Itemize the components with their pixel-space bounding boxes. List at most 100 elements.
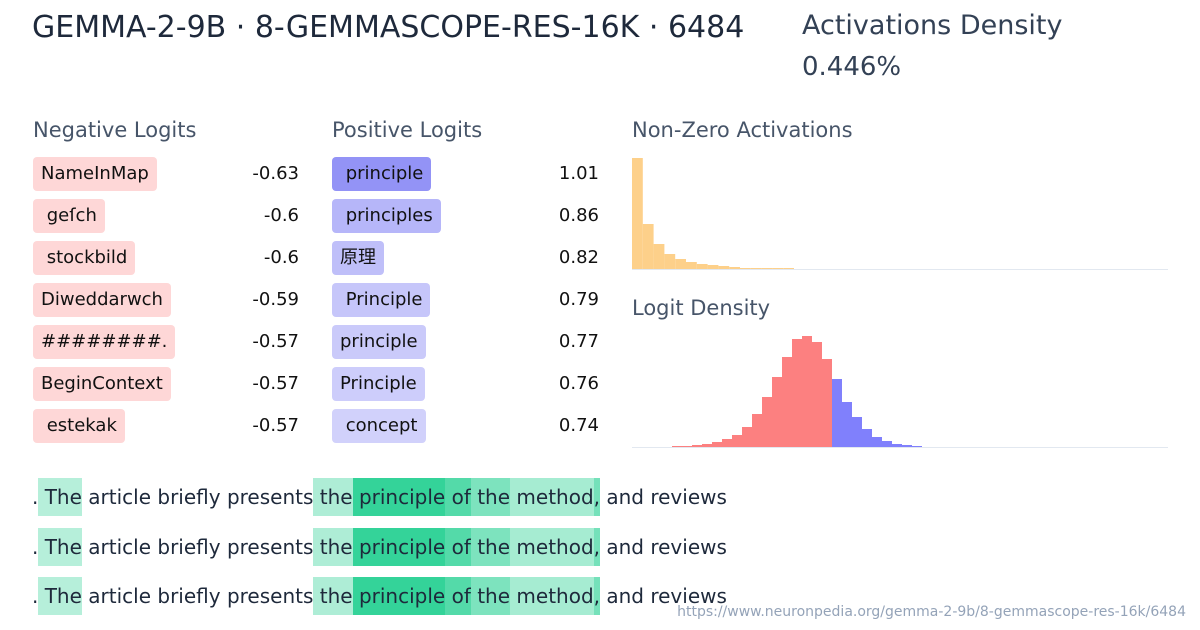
histogram-bar (792, 339, 802, 447)
histogram-bar (653, 244, 665, 269)
logit-value: 0.77 (558, 331, 599, 352)
example-token: method (510, 577, 594, 615)
example-token: principle (352, 478, 446, 516)
example-token: and (600, 584, 644, 608)
histogram-bar (761, 268, 773, 269)
logit-value: -0.63 (252, 163, 299, 184)
example-token: method (510, 527, 594, 566)
section-title: Negative Logits (33, 118, 197, 142)
example-token: presents (220, 584, 314, 608)
histogram-bar (822, 359, 832, 447)
logit-value: 0.74 (558, 415, 599, 436)
example-token: . (32, 534, 39, 559)
logit-token: NameInMap (33, 157, 157, 191)
logit-token: principles (332, 199, 441, 233)
example-token: , (593, 577, 600, 615)
histogram-bar (752, 414, 762, 447)
histogram-bar (672, 446, 682, 447)
example-row: . The article briefly presents the princ… (32, 527, 727, 566)
histogram-bar (762, 397, 772, 447)
example-token: principle (352, 527, 446, 566)
logit-value: -0.6 (263, 247, 299, 268)
logit-value: 1.01 (558, 163, 599, 184)
example-token: the (470, 577, 511, 615)
histogram-bar (862, 429, 872, 447)
histogram-bar (750, 268, 762, 269)
example-token: . (32, 485, 39, 509)
logit-value: -0.6 (263, 205, 299, 226)
density-value: 0.446% (802, 52, 902, 82)
example-token: briefly (151, 534, 221, 559)
example-token: article (81, 584, 152, 608)
logit-token: principle (332, 325, 426, 359)
logit-token: concept (332, 409, 426, 443)
logit-value: -0.57 (252, 415, 299, 436)
section-title: Non-Zero Activations (632, 118, 853, 142)
logit-value: -0.57 (252, 331, 299, 352)
histogram-bar (707, 265, 719, 269)
logit-token: BeginContext (33, 367, 171, 401)
example-token: of (445, 577, 471, 615)
section-title: Positive Logits (332, 118, 483, 142)
histogram-bar (772, 377, 782, 447)
histogram-bar (686, 262, 697, 269)
histogram-bar (675, 259, 686, 269)
example-token: The (38, 478, 82, 516)
logit-value: 0.76 (558, 373, 599, 394)
example-token: briefly (151, 584, 221, 608)
histogram-bar (664, 254, 676, 269)
histogram-bar (632, 158, 643, 269)
example-token: reviews (643, 534, 727, 559)
histogram-bar (902, 445, 912, 447)
logit-token: Diweddarwch (33, 283, 171, 317)
histogram-bar (882, 441, 892, 447)
histogram-bar (742, 427, 752, 447)
logit-value: 0.82 (558, 247, 599, 268)
histogram-bar (642, 224, 654, 269)
logit-value: -0.57 (252, 373, 299, 394)
logit-value: -0.59 (252, 289, 299, 310)
histogram-bar (732, 435, 742, 447)
example-token: and (600, 485, 644, 509)
histogram-bar (740, 268, 751, 269)
example-token: presents (220, 534, 314, 559)
histogram-bar (682, 446, 692, 447)
histogram-bar (872, 437, 882, 447)
logit-value: 0.86 (558, 205, 599, 226)
logit-value: 0.79 (558, 289, 599, 310)
example-token: briefly (151, 485, 221, 509)
example-token: . (32, 584, 39, 608)
example-row: . The article briefly presents the princ… (32, 577, 727, 615)
density-label: Activations Density (802, 10, 1063, 41)
histogram-bar (772, 268, 784, 269)
example-token: the (470, 527, 511, 566)
example-token: the (313, 527, 353, 566)
logit-token: Principle (332, 367, 425, 401)
example-token: The (38, 577, 82, 615)
example-token: and (600, 534, 644, 559)
histogram-bar (912, 446, 922, 447)
example-token: article (81, 485, 152, 509)
example-token: method (510, 478, 594, 516)
histogram-bar (782, 357, 792, 447)
example-token: of (445, 478, 471, 516)
histogram-bar (696, 264, 708, 269)
logit-token: Principle (332, 283, 431, 317)
example-token: the (313, 577, 353, 615)
histogram-bar (802, 336, 812, 447)
histogram-bar (842, 402, 852, 447)
histogram-bar (852, 417, 862, 447)
title: GEMMA-2-9B · 8-GEMMASCOPE-RES-16K · 6484 (32, 10, 745, 45)
example-token: presents (220, 485, 314, 509)
example-token: The (38, 527, 82, 566)
histogram-bar (702, 444, 712, 447)
histogram-bar (729, 267, 740, 269)
example-row: . The article briefly presents the princ… (32, 478, 727, 516)
section-title: Logit Density (632, 296, 771, 320)
histogram-bar (832, 379, 842, 447)
histogram-bar (783, 268, 794, 269)
histogram-bar (718, 266, 730, 269)
histogram-bar (712, 442, 722, 447)
